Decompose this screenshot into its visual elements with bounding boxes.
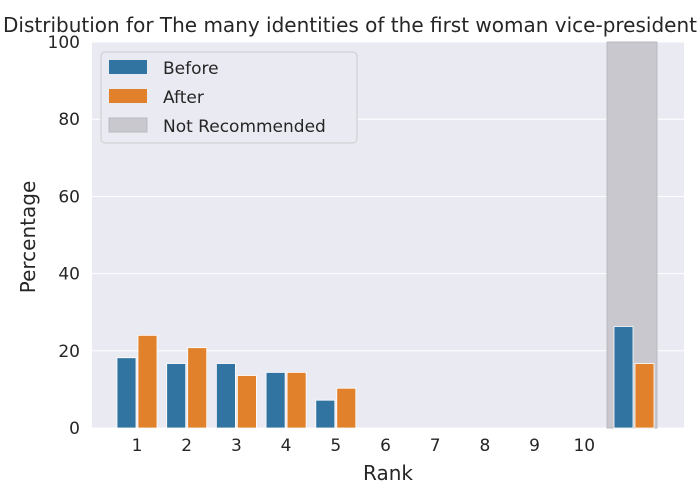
y-axis-ticks: 0 20 40 60 80 100 — [48, 33, 80, 439]
y-tick-label-0: 0 — [69, 419, 80, 439]
bar-after-4 — [286, 372, 307, 429]
x-tick-label-8: 8 — [479, 436, 490, 456]
bar-after-11 — [634, 363, 655, 429]
x-tick-label-6: 6 — [380, 436, 391, 456]
x-tick-label-10: 10 — [573, 436, 595, 456]
bar-after-3 — [236, 375, 257, 429]
legend-label-after: After — [163, 88, 204, 108]
y-tick-label-20: 20 — [58, 342, 80, 362]
y-tick-label-60: 60 — [58, 187, 80, 207]
bar-after-2 — [187, 347, 208, 429]
legend-frame — [100, 51, 358, 144]
bar-before-4 — [265, 372, 286, 429]
bar-before-5 — [315, 399, 336, 429]
legend-swatch-after — [109, 89, 147, 103]
x-tick-label-3: 3 — [231, 436, 242, 456]
y-axis-label: Percentage — [16, 181, 40, 294]
chart-title: Distribution for The many identities of … — [3, 13, 697, 37]
x-axis-label: Rank — [363, 461, 413, 485]
legend-swatch-before — [109, 60, 147, 74]
legend-label-before: Before — [163, 59, 219, 79]
bar-before-11 — [613, 326, 634, 429]
x-tick-label-4: 4 — [281, 436, 292, 456]
y-tick-label-80: 80 — [58, 110, 80, 130]
y-tick-label-40: 40 — [58, 265, 80, 285]
bar-before-2 — [166, 363, 187, 429]
x-tick-label-2: 2 — [181, 436, 192, 456]
x-tick-label-5: 5 — [330, 436, 341, 456]
bars — [116, 326, 655, 429]
x-tick-label-7: 7 — [430, 436, 441, 456]
x-axis-ticks: 1 2 3 4 5 6 7 8 9 10 — [132, 436, 596, 456]
x-tick-label-1: 1 — [132, 436, 143, 456]
bar-before-3 — [215, 363, 236, 429]
x-tick-label-9: 9 — [529, 436, 540, 456]
bar-before-1 — [116, 357, 137, 429]
bar-after-1 — [137, 334, 158, 429]
legend-label-not-recommended: Not Recommended — [163, 117, 326, 137]
y-tick-label-100: 100 — [48, 33, 80, 53]
legend: Before After Not Recommended — [100, 51, 358, 144]
bar-after-5 — [336, 387, 357, 429]
legend-swatch-not-recommended — [108, 117, 148, 133]
